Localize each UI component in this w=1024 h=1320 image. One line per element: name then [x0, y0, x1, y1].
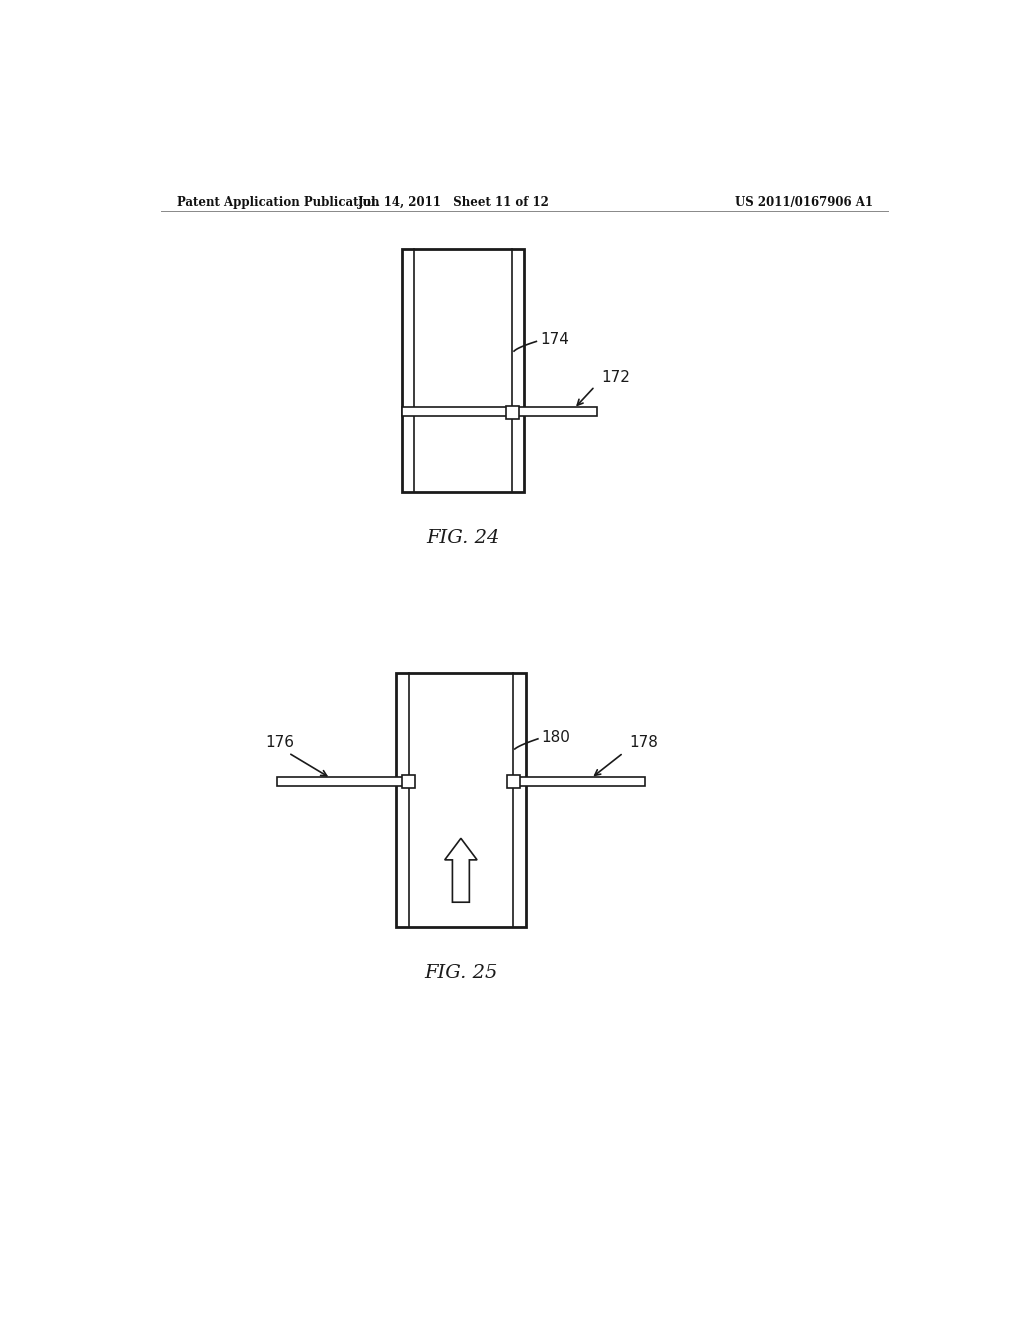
Bar: [402, 249, 524, 492]
Text: 180: 180: [542, 730, 570, 744]
Bar: [507, 775, 520, 788]
Bar: [402, 407, 597, 416]
Text: 176: 176: [265, 734, 294, 750]
Bar: [506, 405, 519, 418]
Text: 178: 178: [630, 734, 658, 750]
Polygon shape: [444, 838, 477, 903]
Bar: [396, 673, 525, 927]
Text: Jul. 14, 2011   Sheet 11 of 12: Jul. 14, 2011 Sheet 11 of 12: [358, 195, 550, 209]
Text: FIG. 24: FIG. 24: [427, 529, 500, 546]
Bar: [409, 776, 513, 787]
Bar: [402, 775, 416, 788]
Text: FIG. 25: FIG. 25: [424, 964, 498, 982]
Bar: [276, 776, 645, 785]
Text: 174: 174: [541, 333, 569, 347]
Text: Patent Application Publication: Patent Application Publication: [177, 195, 379, 209]
Text: US 2011/0167906 A1: US 2011/0167906 A1: [735, 195, 873, 209]
Text: 172: 172: [601, 371, 630, 385]
